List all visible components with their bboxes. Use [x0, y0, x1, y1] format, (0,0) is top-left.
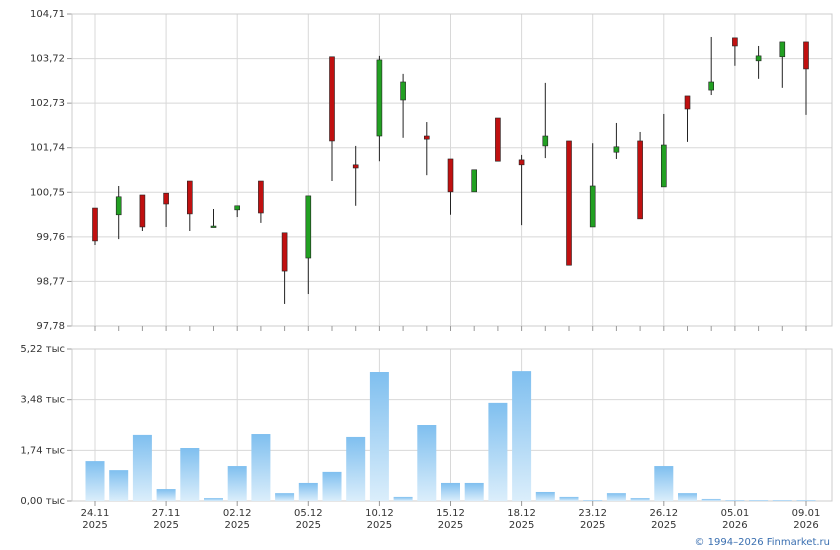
plot-frame	[71, 13, 833, 327]
candle-body	[447, 158, 454, 193]
candle-body	[803, 41, 809, 70]
y-tick-label: 103,72	[30, 54, 65, 65]
candle-body	[139, 194, 146, 228]
volume-bar	[654, 466, 674, 501]
candle-body	[376, 59, 383, 137]
y-tick-label: 0,00 тыс	[20, 496, 65, 507]
y-tick-label: 1,74 тыс	[20, 445, 65, 456]
candle-body	[566, 140, 572, 266]
x-tick-label: 24.11 2025	[81, 508, 110, 531]
volume-bar	[512, 371, 532, 501]
candle-body	[684, 95, 691, 110]
y-tick-label: 98,77	[36, 276, 65, 287]
candle-body	[542, 135, 549, 147]
y-tick-label: 3,48 тыс	[20, 395, 65, 406]
candle-body	[613, 146, 620, 153]
volume-bar	[559, 496, 579, 501]
volume-bar	[393, 496, 413, 501]
x-tick-label: 15.12 2025	[436, 508, 465, 531]
volume-bar	[772, 500, 792, 501]
candle-body	[115, 196, 122, 216]
volume-bar	[606, 493, 626, 501]
x-tick-label: 27.11 2025	[152, 508, 181, 531]
volume-bar	[796, 500, 816, 501]
volume-bar	[346, 436, 366, 501]
candle-body	[589, 185, 596, 228]
candle-body	[352, 164, 359, 169]
candle-body	[732, 37, 738, 47]
y-tick-label: 97,78	[36, 321, 65, 332]
x-tick-label: 05.12 2025	[294, 508, 323, 531]
volume-bar	[204, 498, 223, 501]
x-tick-label: 10.12 2025	[365, 508, 394, 531]
y-tick-label: 99,76	[36, 232, 65, 243]
y-tick-label: 5,22 тыс	[20, 344, 65, 355]
volume-bar	[298, 482, 318, 501]
y-tick-label: 100,75	[30, 187, 65, 198]
candle-body	[471, 169, 478, 193]
x-tick-label: 26.12 2025	[649, 508, 678, 531]
candle-body	[518, 159, 525, 166]
volume-bar	[678, 493, 697, 501]
candle-body	[400, 81, 406, 101]
candle-body	[234, 205, 240, 211]
candle-body	[329, 56, 335, 142]
volume-bar	[749, 500, 769, 501]
volume-bar	[535, 491, 555, 501]
volume-bar	[322, 471, 342, 501]
volume-bar	[275, 493, 295, 501]
volume-bar	[725, 500, 745, 501]
x-tick-label: 18.12 2025	[507, 508, 536, 531]
credit: © 1994–2026 Finmarket.ru	[694, 537, 830, 548]
candle-body	[92, 207, 98, 242]
volume-bar	[583, 500, 603, 501]
candle-body	[637, 140, 643, 220]
volume-bar	[701, 498, 721, 501]
volume-bar	[630, 498, 650, 501]
candle-body	[660, 144, 667, 188]
volume-bar	[464, 482, 484, 501]
y-tick-label: 104,71	[30, 9, 65, 20]
x-tick-label: 23.12 2025	[578, 508, 607, 531]
volume-bar	[85, 461, 105, 501]
candle-body	[779, 41, 786, 58]
volume-bar	[488, 402, 508, 501]
candle-body	[210, 225, 217, 228]
volume-bar	[109, 470, 129, 501]
x-tick-label: 09.01 2026	[792, 508, 821, 531]
volume-bar	[132, 434, 152, 501]
volume-bar	[251, 434, 271, 501]
candle-body	[755, 55, 762, 62]
candle-body	[281, 232, 288, 272]
candle-body	[258, 180, 264, 214]
candle-body	[495, 117, 501, 162]
candle-body	[187, 180, 193, 215]
y-tick-label: 101,74	[30, 143, 65, 154]
x-tick-label: 02.12 2025	[223, 508, 252, 531]
volume-bar	[227, 466, 247, 501]
candle-body	[708, 81, 715, 91]
y-tick-label: 102,73	[30, 98, 65, 109]
volume-bar	[369, 372, 389, 501]
candle-body	[423, 135, 430, 140]
volume-bar	[417, 425, 437, 501]
candle-body	[305, 195, 312, 259]
volume-bar	[441, 482, 460, 501]
volume-bar	[156, 489, 176, 501]
x-tick-label: 05.01 2026	[721, 508, 750, 531]
volume-bar	[180, 448, 200, 501]
candle-body	[163, 192, 169, 205]
